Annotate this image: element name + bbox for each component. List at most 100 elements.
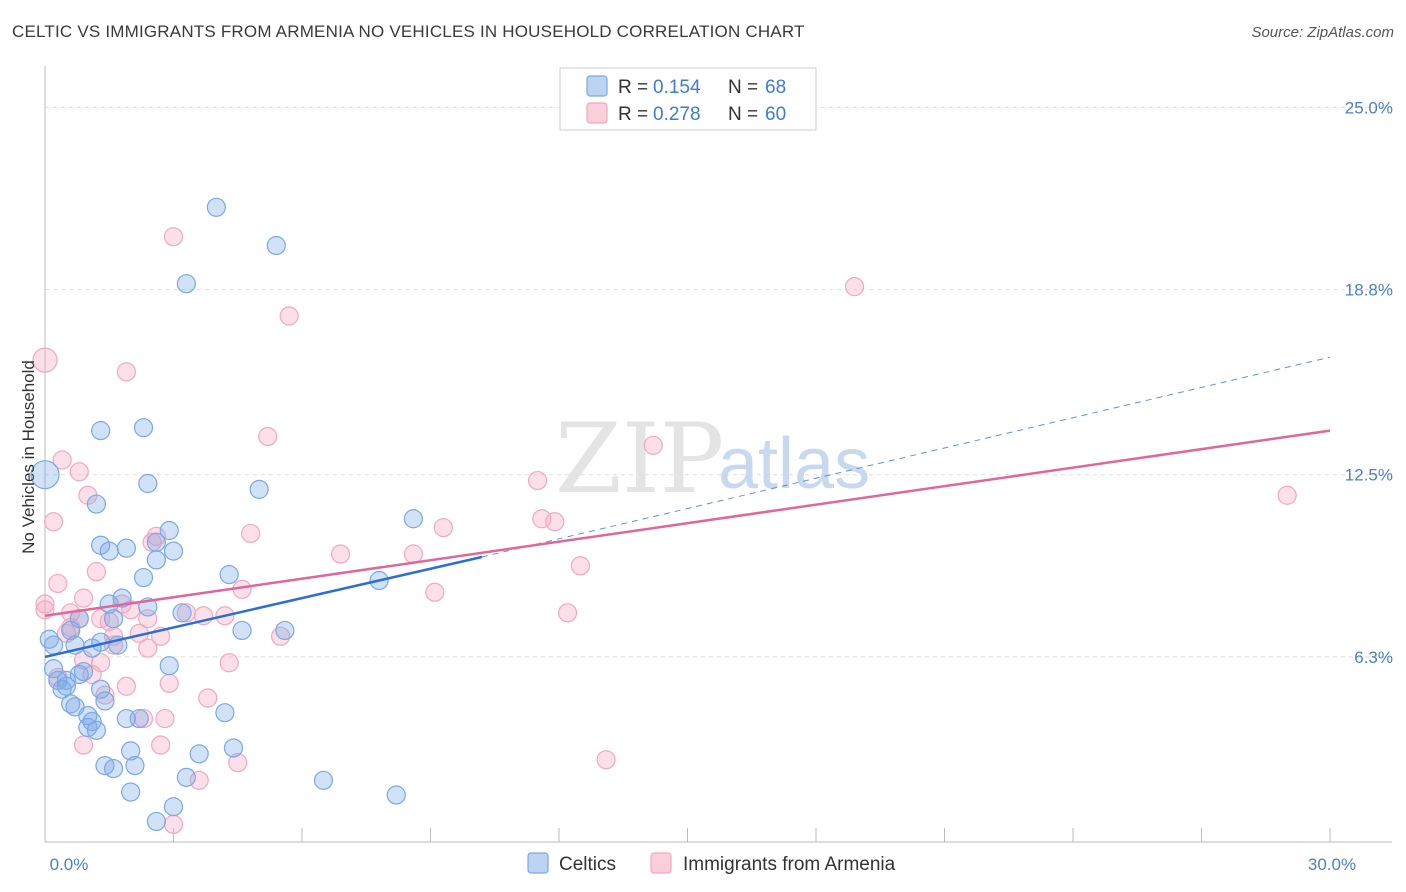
- armenia-point-4: [48, 573, 68, 594]
- gridlines: [45, 106, 1392, 658]
- armenia-trend-line: [44, 429, 1331, 617]
- celtics-point-39: [133, 567, 154, 588]
- watermark: ZIP atlas: [555, 403, 870, 515]
- armenia-point-12: [73, 588, 94, 608]
- armenia-point-29: [133, 708, 154, 729]
- armenia-point-38: [163, 814, 184, 834]
- armenia-point-25: [116, 676, 136, 696]
- series-armenia-points: [32, 227, 1297, 834]
- armenia-point-43: [198, 688, 218, 708]
- celtics-point-42: [138, 473, 158, 494]
- armenia-point-26: [116, 362, 136, 382]
- celtics-point-14: [73, 661, 94, 682]
- legend-n-value-0: 68: [765, 77, 786, 98]
- armenia-point-49: [258, 426, 278, 447]
- celtics-point-47: [159, 656, 179, 676]
- celtics-point-25: [95, 691, 115, 711]
- celtics-point-54: [206, 197, 226, 217]
- celtics-point-6: [56, 676, 77, 696]
- bottom-legend-swatch-armenia: [650, 852, 672, 874]
- armenia-point-2: [35, 600, 55, 620]
- bottom-legend-swatch-celtics: [527, 852, 549, 874]
- celtics-point-40: [133, 418, 154, 438]
- celtics-point-24: [91, 679, 111, 699]
- celtics-point-51: [176, 767, 196, 787]
- source-label: Source: ZipAtlas.com: [1251, 24, 1394, 41]
- armenia-point-52: [330, 544, 351, 564]
- armenia-point-11: [69, 462, 89, 482]
- armenia-point-17: [86, 562, 107, 582]
- celtics-point-0: [30, 460, 60, 490]
- celtics-point-53: [189, 744, 209, 764]
- legend-n-label-0: N =: [728, 77, 758, 98]
- celtics-point-48: [163, 797, 184, 817]
- armenia-point-6: [52, 450, 72, 470]
- armenia-point-0: [32, 347, 58, 373]
- y-tick-label-1: 12.5%: [1345, 466, 1393, 485]
- celtics-point-37: [125, 755, 145, 776]
- legend: R = 0.154 N = 68 R = 0.278 N = 60: [559, 67, 817, 131]
- celtics-point-32: [112, 588, 132, 608]
- armenia-point-59: [557, 603, 578, 623]
- legend-n-label-1: N =: [728, 104, 758, 125]
- celtics-point-58: [232, 620, 252, 641]
- y-axis-label: No Vehicles in Household: [19, 360, 38, 554]
- celtics-trend-extension: [481, 356, 1331, 558]
- y-tick-label-0: 6.3%: [1354, 648, 1393, 667]
- celtics-point-33: [116, 538, 136, 558]
- bottom-legend-celtics: Celtics: [559, 854, 616, 875]
- celtics-point-62: [313, 770, 334, 790]
- celtics-point-28: [99, 541, 119, 561]
- x-tick-label-1: 30.0%: [1308, 855, 1356, 874]
- celtics-point-44: [146, 532, 166, 552]
- armenia-point-36: [155, 708, 175, 729]
- celtics-point-61: [275, 620, 295, 641]
- x-tick-label-0: 0.0%: [50, 855, 89, 874]
- watermark-atlas: atlas: [718, 424, 870, 504]
- celtics-point-56: [219, 564, 239, 585]
- armenia-point-35: [151, 735, 171, 755]
- celtics-point-55: [215, 703, 235, 723]
- armenia-point-46: [228, 753, 248, 773]
- series-celtics-points: [30, 197, 423, 832]
- armenia-point-63: [844, 277, 865, 297]
- celtics-point-65: [403, 509, 423, 529]
- y-tick-label-2: 18.8%: [1345, 281, 1393, 300]
- celtics-point-59: [249, 479, 269, 499]
- celtics-point-64: [386, 785, 406, 805]
- celtics-point-2: [43, 635, 64, 655]
- legend-r-label-0: R =: [618, 77, 648, 98]
- armenia-point-62: [643, 435, 663, 455]
- watermark-zip: ZIP: [555, 403, 724, 515]
- armenia-point-18: [91, 653, 111, 673]
- armenia-point-37: [159, 673, 179, 693]
- celtics-point-38: [129, 708, 149, 729]
- legend-swatch-celtics: [586, 75, 608, 97]
- celtics-point-50: [172, 603, 192, 623]
- celtics-trend-line: [44, 555, 483, 659]
- armenia-point-45: [219, 653, 239, 673]
- celtics-point-21: [91, 421, 111, 441]
- celtics-point-60: [266, 235, 286, 256]
- armenia-point-53: [403, 544, 423, 564]
- armenia-point-60: [570, 556, 591, 576]
- armenia-point-48: [241, 523, 261, 544]
- celtics-point-46: [159, 520, 179, 541]
- armenia-point-58: [545, 512, 565, 532]
- armenia-point-56: [527, 470, 548, 491]
- armenia-point-54: [425, 582, 445, 602]
- bottom-legend-armenia: Immigrants from Armenia: [683, 854, 896, 875]
- celtics-point-57: [223, 738, 244, 758]
- y-tick-label-3: 25.0%: [1345, 98, 1393, 117]
- celtics-point-36: [121, 782, 141, 802]
- celtics-point-17: [82, 711, 102, 732]
- celtics-point-43: [146, 550, 166, 570]
- legend-r-value-0: 0.154: [653, 77, 701, 98]
- legend-r-label-1: R =: [618, 104, 648, 125]
- celtics-point-30: [103, 758, 124, 779]
- armenia-point-39: [163, 227, 184, 247]
- celtics-point-45: [146, 811, 166, 832]
- celtics-point-29: [103, 609, 124, 629]
- axes: [44, 66, 1392, 843]
